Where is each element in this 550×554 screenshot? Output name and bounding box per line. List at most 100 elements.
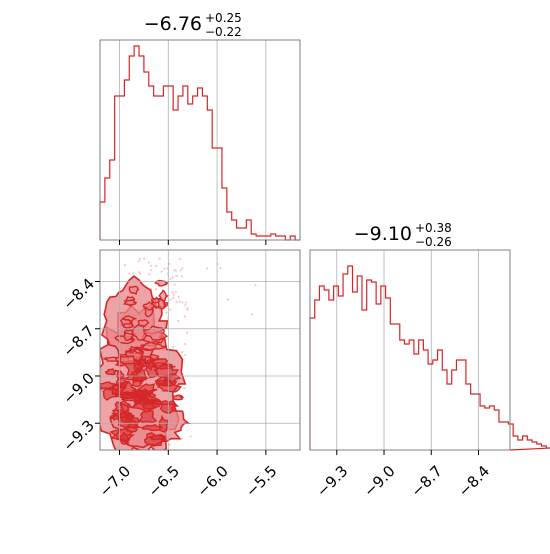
- contour-sample-point: [181, 301, 184, 304]
- contour-sample-point: [139, 272, 142, 275]
- contour-inner-level: [119, 355, 138, 365]
- contour-sample-point: [148, 273, 151, 276]
- hist-right-xtick-label: −9.3: [313, 462, 351, 500]
- hist-right-background: [310, 250, 510, 450]
- contour-ytick-label: −9.3: [60, 417, 98, 455]
- contour-inner-level: [138, 410, 158, 424]
- contour-sample-point: [155, 264, 158, 268]
- contour-inner-level: [109, 427, 136, 443]
- contour-xtick-label: −5.5: [242, 462, 280, 500]
- contour-inner-level: [116, 380, 137, 396]
- contour-sample-point: [168, 262, 171, 265]
- contour-island: [122, 299, 138, 306]
- contour-sample-point: [163, 267, 166, 270]
- contour-sample-point: [172, 345, 175, 349]
- contour-sample-point: [169, 308, 172, 311]
- hist-right-xtick-label: −8.7: [408, 462, 446, 500]
- contour-sample-point: [179, 257, 182, 260]
- contour-inner-level: [124, 374, 149, 383]
- hist-right-title-upper-error: +0.38: [415, 221, 452, 235]
- contour-sample-point: [128, 272, 131, 275]
- contour-inner-level: [143, 325, 169, 341]
- contour-inner-level: [136, 358, 147, 366]
- contour-sample-point: [219, 267, 222, 270]
- contour-sample-point: [183, 387, 186, 390]
- contour-inner-level: [109, 413, 121, 422]
- contour-sample-point: [171, 276, 174, 279]
- contour-sample-point: [183, 315, 187, 318]
- contour-inner-level: [143, 432, 167, 447]
- contour-sample-point: [189, 435, 192, 438]
- contour-sample-point: [172, 293, 175, 296]
- hist-top-title-lower-error: −0.22: [205, 25, 242, 39]
- hist-right-panel: −9.3 −9.0 −8.7 −8.4 −9.10 +0.38 −0.26: [309, 221, 550, 501]
- contour-inner-level: [149, 353, 161, 361]
- contour-inner-level: [114, 399, 133, 416]
- contour-sample-point: [143, 257, 146, 260]
- hist-top-frame: [99, 39, 301, 241]
- hist-top-background: [100, 40, 300, 240]
- contour-sample-point: [184, 301, 187, 304]
- contour-inner-level: [100, 381, 119, 391]
- contour-sample-point: [184, 304, 187, 307]
- contour-island: [137, 319, 150, 327]
- hist-right-xtick-label: −9.0: [360, 462, 398, 500]
- contour-sample-point: [173, 283, 176, 286]
- contour-sample-point: [138, 270, 141, 274]
- contour-sample-point: [183, 353, 187, 356]
- contour-sample-point: [171, 291, 174, 294]
- contour-sample-point: [254, 284, 257, 287]
- contour-sample-point: [177, 319, 180, 323]
- contour-sample-point: [137, 260, 141, 263]
- contour-sample-point: [174, 291, 177, 294]
- contour-ytick-label: −8.4: [60, 275, 98, 313]
- hist-top-series: [99, 45, 300, 241]
- contour-sample-point: [251, 313, 254, 316]
- contour-sample-point: [169, 298, 172, 301]
- contour-sample-point: [168, 443, 171, 446]
- hist-right-title: −9.10: [354, 223, 412, 245]
- contour-sample-point: [183, 342, 187, 346]
- contour-xtick-label: −6.5: [145, 462, 183, 500]
- contour-panel: −7.0 −6.5 −6.0 −5.5 −8.4 −8.7 −9.0 −9.3: [60, 249, 301, 501]
- hist-top-panel: −6.76 +0.25 −0.22: [99, 11, 301, 245]
- contour-sample-point: [186, 307, 189, 310]
- contour-inner-level: [104, 368, 119, 376]
- contour-sample-point: [186, 308, 189, 311]
- contour-inner-level: [140, 423, 163, 432]
- contour-sample-point: [150, 268, 153, 272]
- contour-inner-level: [144, 361, 159, 379]
- contour-island: [128, 285, 140, 296]
- contour-island: [158, 289, 170, 302]
- hist-right-frame: [309, 249, 511, 451]
- contour-inner-level: [158, 414, 169, 433]
- contour-xtick-label: −6.0: [193, 462, 231, 500]
- contour-inner-level: [159, 399, 179, 414]
- contour-inner-level: [141, 399, 162, 410]
- hist-right-series: [309, 265, 550, 451]
- contour-frame: [99, 249, 301, 451]
- contour-island: [142, 301, 157, 311]
- contour-sample-point: [169, 277, 172, 280]
- hist-right-title-lower-error: −0.26: [415, 235, 452, 249]
- contour-xtick-label: −7.0: [96, 462, 134, 500]
- contour-ytick-label: −9.0: [60, 369, 98, 407]
- contour-sample-point: [179, 269, 182, 272]
- contour-sample-point: [180, 275, 183, 278]
- contour-inner-level: [102, 386, 120, 401]
- contour-sample-point: [154, 288, 158, 291]
- contour-sample-point: [185, 331, 189, 334]
- contour-sample-point: [132, 272, 135, 275]
- contour-inner-level: [141, 341, 168, 352]
- contour-sample-point: [160, 270, 163, 273]
- contour-island: [122, 331, 134, 342]
- contour-sample-point: [138, 257, 141, 260]
- contour-sample-point: [181, 267, 184, 270]
- contour-inner-level: [136, 383, 158, 397]
- contour-sample-point: [177, 295, 180, 298]
- contour-sample-point: [226, 298, 229, 301]
- contour-ytick-label: −8.7: [60, 322, 98, 360]
- contour-inner-level: [172, 394, 185, 401]
- contour-inner-level: [115, 369, 126, 381]
